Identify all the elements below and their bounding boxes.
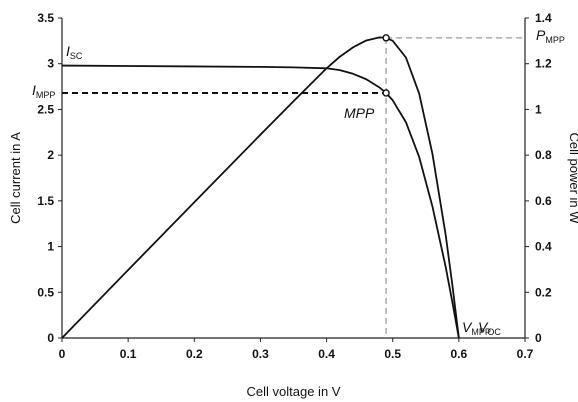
y-tick-label: 1.5	[37, 194, 54, 208]
voc-label: VOC	[478, 319, 501, 337]
x-tick-label: 0.3	[252, 347, 269, 361]
y2-tick-label: 0.8	[535, 148, 552, 162]
y2-tick-label: 1	[535, 102, 542, 116]
x-tick-label: 0	[59, 347, 66, 361]
pmpp-label: PMPP	[536, 27, 565, 45]
isc-label: ISC	[66, 43, 83, 61]
y-tick-label: 3.5	[37, 11, 54, 25]
y-tick-label: 3	[47, 57, 54, 71]
x-axis-title: Cell voltage in V	[247, 384, 341, 399]
guide-lines	[62, 37, 525, 338]
y-tick-label: 2	[47, 148, 54, 162]
mpp-label: MPP	[344, 105, 375, 121]
labels: Cell voltage in V Cell current in A Cell p…	[8, 27, 578, 399]
y-tick-label: 1	[47, 240, 54, 254]
y-axis-title: Cell current in A	[8, 132, 23, 224]
y2-tick-label: 1.2	[535, 57, 552, 71]
y2-tick-label: 0	[535, 331, 542, 345]
mpp-marker-current	[382, 89, 390, 97]
x-tick-label: 0.6	[451, 347, 468, 361]
x-tick-label: 0.5	[384, 347, 401, 361]
x-tick-label: 0.7	[517, 347, 534, 361]
y-tick-label: 0	[47, 331, 54, 345]
power-curve	[61, 36, 460, 339]
curves	[61, 34, 460, 339]
axes: 0 0.1 0.2 0.3 0.4 0.5 0.6 0.700.511.522.533.500…	[37, 11, 552, 361]
x-tick-label: 0.4	[318, 347, 335, 361]
mpp-marker-power	[382, 34, 390, 42]
y-tick-label: 0.5	[37, 285, 54, 299]
impp-label: IMPP	[32, 82, 55, 100]
y2-axis-title: Cell power in W	[567, 132, 578, 224]
y-tick-label: 2.5	[37, 102, 54, 116]
y2-tick-label: 0.4	[535, 240, 552, 254]
y2-tick-label: 1.4	[535, 11, 552, 25]
x-tick-label: 0.1	[120, 347, 137, 361]
y2-tick-label: 0.2	[535, 285, 552, 299]
vmpp-label: VMPP	[462, 319, 491, 337]
x-tick-label: 0.2	[186, 347, 203, 361]
current-curve	[61, 64, 460, 339]
y2-tick-label: 0.6	[535, 194, 552, 208]
